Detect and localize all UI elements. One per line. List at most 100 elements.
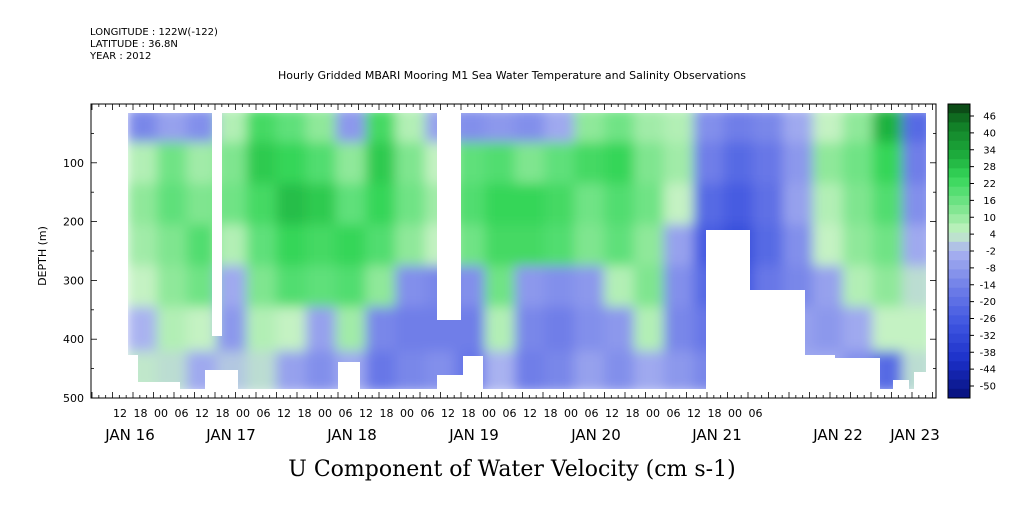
x-tick-label: 00: [564, 407, 578, 420]
heatmap-cell: [574, 142, 607, 185]
x-tick-label: 06: [503, 407, 517, 420]
heatmap-cell: [276, 142, 308, 185]
x-tick-label: 18: [462, 407, 476, 420]
x-date-label: JAN 17: [205, 426, 256, 444]
heatmap-cell: [574, 265, 607, 308]
heatmap-cell: [544, 265, 577, 308]
heatmap-cell: [663, 142, 696, 185]
heatmap-cell: [156, 224, 189, 267]
y-tick-label: 500: [63, 392, 84, 405]
no-data-region: [463, 356, 483, 390]
heatmap-cell: [127, 306, 159, 352]
colorbar-swatch: [948, 104, 970, 114]
x-tick-label: 00: [482, 407, 496, 420]
y-axis: 100 200 300 400 500: [63, 103, 936, 405]
x-axis: 12 18 00 06 12 18 00 06 12 18 00 06 12 18 00 06 12 18 00 06…: [91, 104, 940, 444]
y-tick-label: 100: [63, 157, 84, 170]
no-data-region: [91, 104, 128, 398]
heatmap-cell: [246, 265, 279, 308]
no-data-region: [926, 104, 936, 398]
heatmap-cell: [484, 306, 517, 352]
colorbar-label: -8: [986, 263, 996, 274]
heatmap-cell: [127, 108, 159, 144]
heatmap-cell: [663, 265, 696, 308]
colorbar-swatch: [948, 131, 970, 142]
colorbar-label: 10: [983, 213, 996, 224]
colorbar: 46 40 34 28 22 16 10 4 -2 -8 -14 -20 -26 -32 -38 -44 -50: [947, 103, 996, 399]
heatmap-cell: [514, 350, 547, 393]
colorbar-swatch: [948, 260, 970, 270]
x-axis-title: U Component of Water Velocity (cm s-1): [288, 457, 735, 482]
x-tick-label: 18: [134, 407, 148, 420]
latitude-label: LATITUDE : 36.8N: [90, 39, 178, 50]
heatmap-cell: [663, 224, 696, 267]
heatmap-cell: [693, 142, 726, 185]
heatmap-cell: [544, 108, 577, 144]
heatmap-cell: [276, 350, 308, 393]
colorbar-label: 40: [983, 128, 996, 139]
heatmap-cell: [872, 265, 905, 308]
colorbar-swatch: [948, 370, 970, 381]
heatmap-cell: [812, 306, 845, 352]
heatmap-cell: [723, 183, 756, 226]
heatmap-cell: [574, 183, 607, 226]
x-tick-label: 12: [605, 407, 619, 420]
heatmap-cell: [693, 108, 726, 144]
heatmap-cell: [633, 183, 666, 226]
x-tick-label: 12: [523, 407, 537, 420]
no-data-region: [745, 290, 805, 398]
colorbar-swatch: [948, 195, 970, 206]
heatmap-cell: [514, 108, 547, 144]
colorbar-swatch: [948, 287, 970, 298]
heatmap-cell: [633, 350, 666, 393]
heatmap-cell: [127, 142, 159, 185]
x-tick-label: 06: [585, 407, 599, 420]
heatmap-cell: [484, 108, 517, 144]
colorbar-swatch: [948, 177, 970, 188]
heatmap-cell: [812, 183, 845, 226]
no-data-region: [91, 104, 936, 113]
colorbar-swatch: [948, 214, 970, 224]
heatmap-cell: [544, 183, 577, 226]
colorbar-swatch: [948, 168, 970, 178]
x-tick-label: 00: [318, 407, 332, 420]
heatmap-cell: [365, 183, 398, 226]
colorbar-swatch: [948, 241, 970, 252]
colorbar-swatch: [948, 149, 970, 160]
x-date-label: JAN 18: [326, 426, 377, 444]
heatmap-cell: [305, 224, 338, 267]
colorbar-label: -44: [980, 365, 996, 376]
heatmap-cell: [276, 265, 308, 308]
heatmap-cell: [812, 265, 845, 308]
x-date-label: JAN 20: [570, 426, 621, 444]
heatmap-cell: [127, 224, 159, 267]
heatmap-cell: [514, 224, 547, 267]
heatmap-cell: [246, 142, 279, 185]
heatmap-cell: [753, 224, 785, 267]
x-tick-label: 00: [400, 407, 414, 420]
heatmap-cell: [574, 306, 607, 352]
colorbar-swatch: [948, 306, 970, 316]
colorbar-swatch: [948, 122, 970, 133]
colorbar-swatch: [948, 269, 970, 280]
colorbar-label: 22: [983, 179, 996, 190]
heatmap-cell: [484, 265, 517, 308]
heatmap-cell: [335, 183, 368, 226]
colorbar-swatch: [948, 342, 970, 353]
heatmap-cell: [604, 306, 636, 352]
heatmap-cell: [633, 306, 666, 352]
no-data-region: [205, 370, 238, 392]
heatmap-cell: [663, 306, 696, 352]
heatmap-cell: [335, 224, 368, 267]
colorbar-label: -14: [980, 280, 996, 291]
heatmap-cell: [484, 142, 517, 185]
colorbar-swatch: [948, 251, 970, 261]
heatmap-cell: [365, 108, 398, 144]
colorbar-swatch: [948, 205, 970, 215]
heatmap-cell: [842, 183, 875, 226]
heatmap-cell: [842, 306, 875, 352]
colorbar-swatch: [948, 361, 970, 371]
heatmap-cell: [395, 306, 428, 352]
no-data-region: [135, 382, 180, 392]
heatmap-cell: [544, 306, 577, 352]
